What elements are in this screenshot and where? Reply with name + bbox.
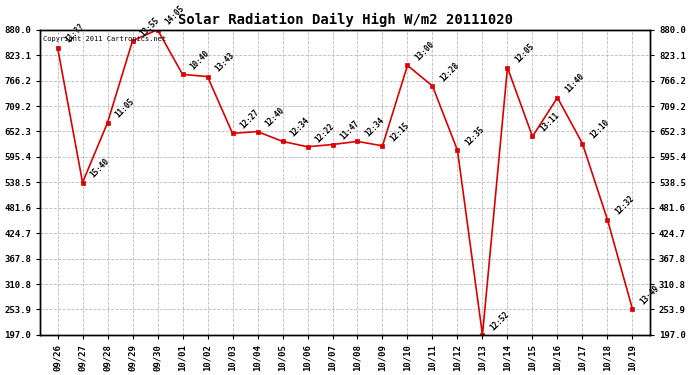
Text: 11:05: 11:05 [113,97,136,120]
Text: 12:28: 12:28 [438,60,461,83]
Text: 12:22: 12:22 [313,121,336,144]
Text: 12:10: 12:10 [588,118,611,141]
Text: 13:43: 13:43 [213,51,236,74]
Text: 10:40: 10:40 [188,49,211,72]
Text: 11:??: 11:?? [63,22,86,45]
Text: 12:15: 12:15 [388,120,411,143]
Text: 12:52: 12:52 [488,309,511,332]
Title: Solar Radiation Daily High W/m2 20111020: Solar Radiation Daily High W/m2 20111020 [177,13,513,27]
Text: 11:47: 11:47 [338,119,361,142]
Text: 12:32: 12:32 [613,194,635,217]
Text: 15:40: 15:40 [88,157,111,180]
Text: 13:11: 13:11 [538,111,561,134]
Text: 14:05: 14:05 [163,4,186,27]
Text: 11:40: 11:40 [563,72,586,95]
Text: 13:00: 13:00 [413,40,436,63]
Text: 13:49: 13:49 [638,284,661,306]
Text: 13:55: 13:55 [138,15,161,38]
Text: 12:34: 12:34 [363,116,386,139]
Text: 12:27: 12:27 [238,108,261,130]
Text: 12:05: 12:05 [513,42,535,65]
Text: Copyright 2011 Cartronics.net: Copyright 2011 Cartronics.net [43,36,166,42]
Text: 12:40: 12:40 [263,106,286,129]
Text: 12:34: 12:34 [288,116,310,139]
Text: 12:35: 12:35 [463,125,486,147]
